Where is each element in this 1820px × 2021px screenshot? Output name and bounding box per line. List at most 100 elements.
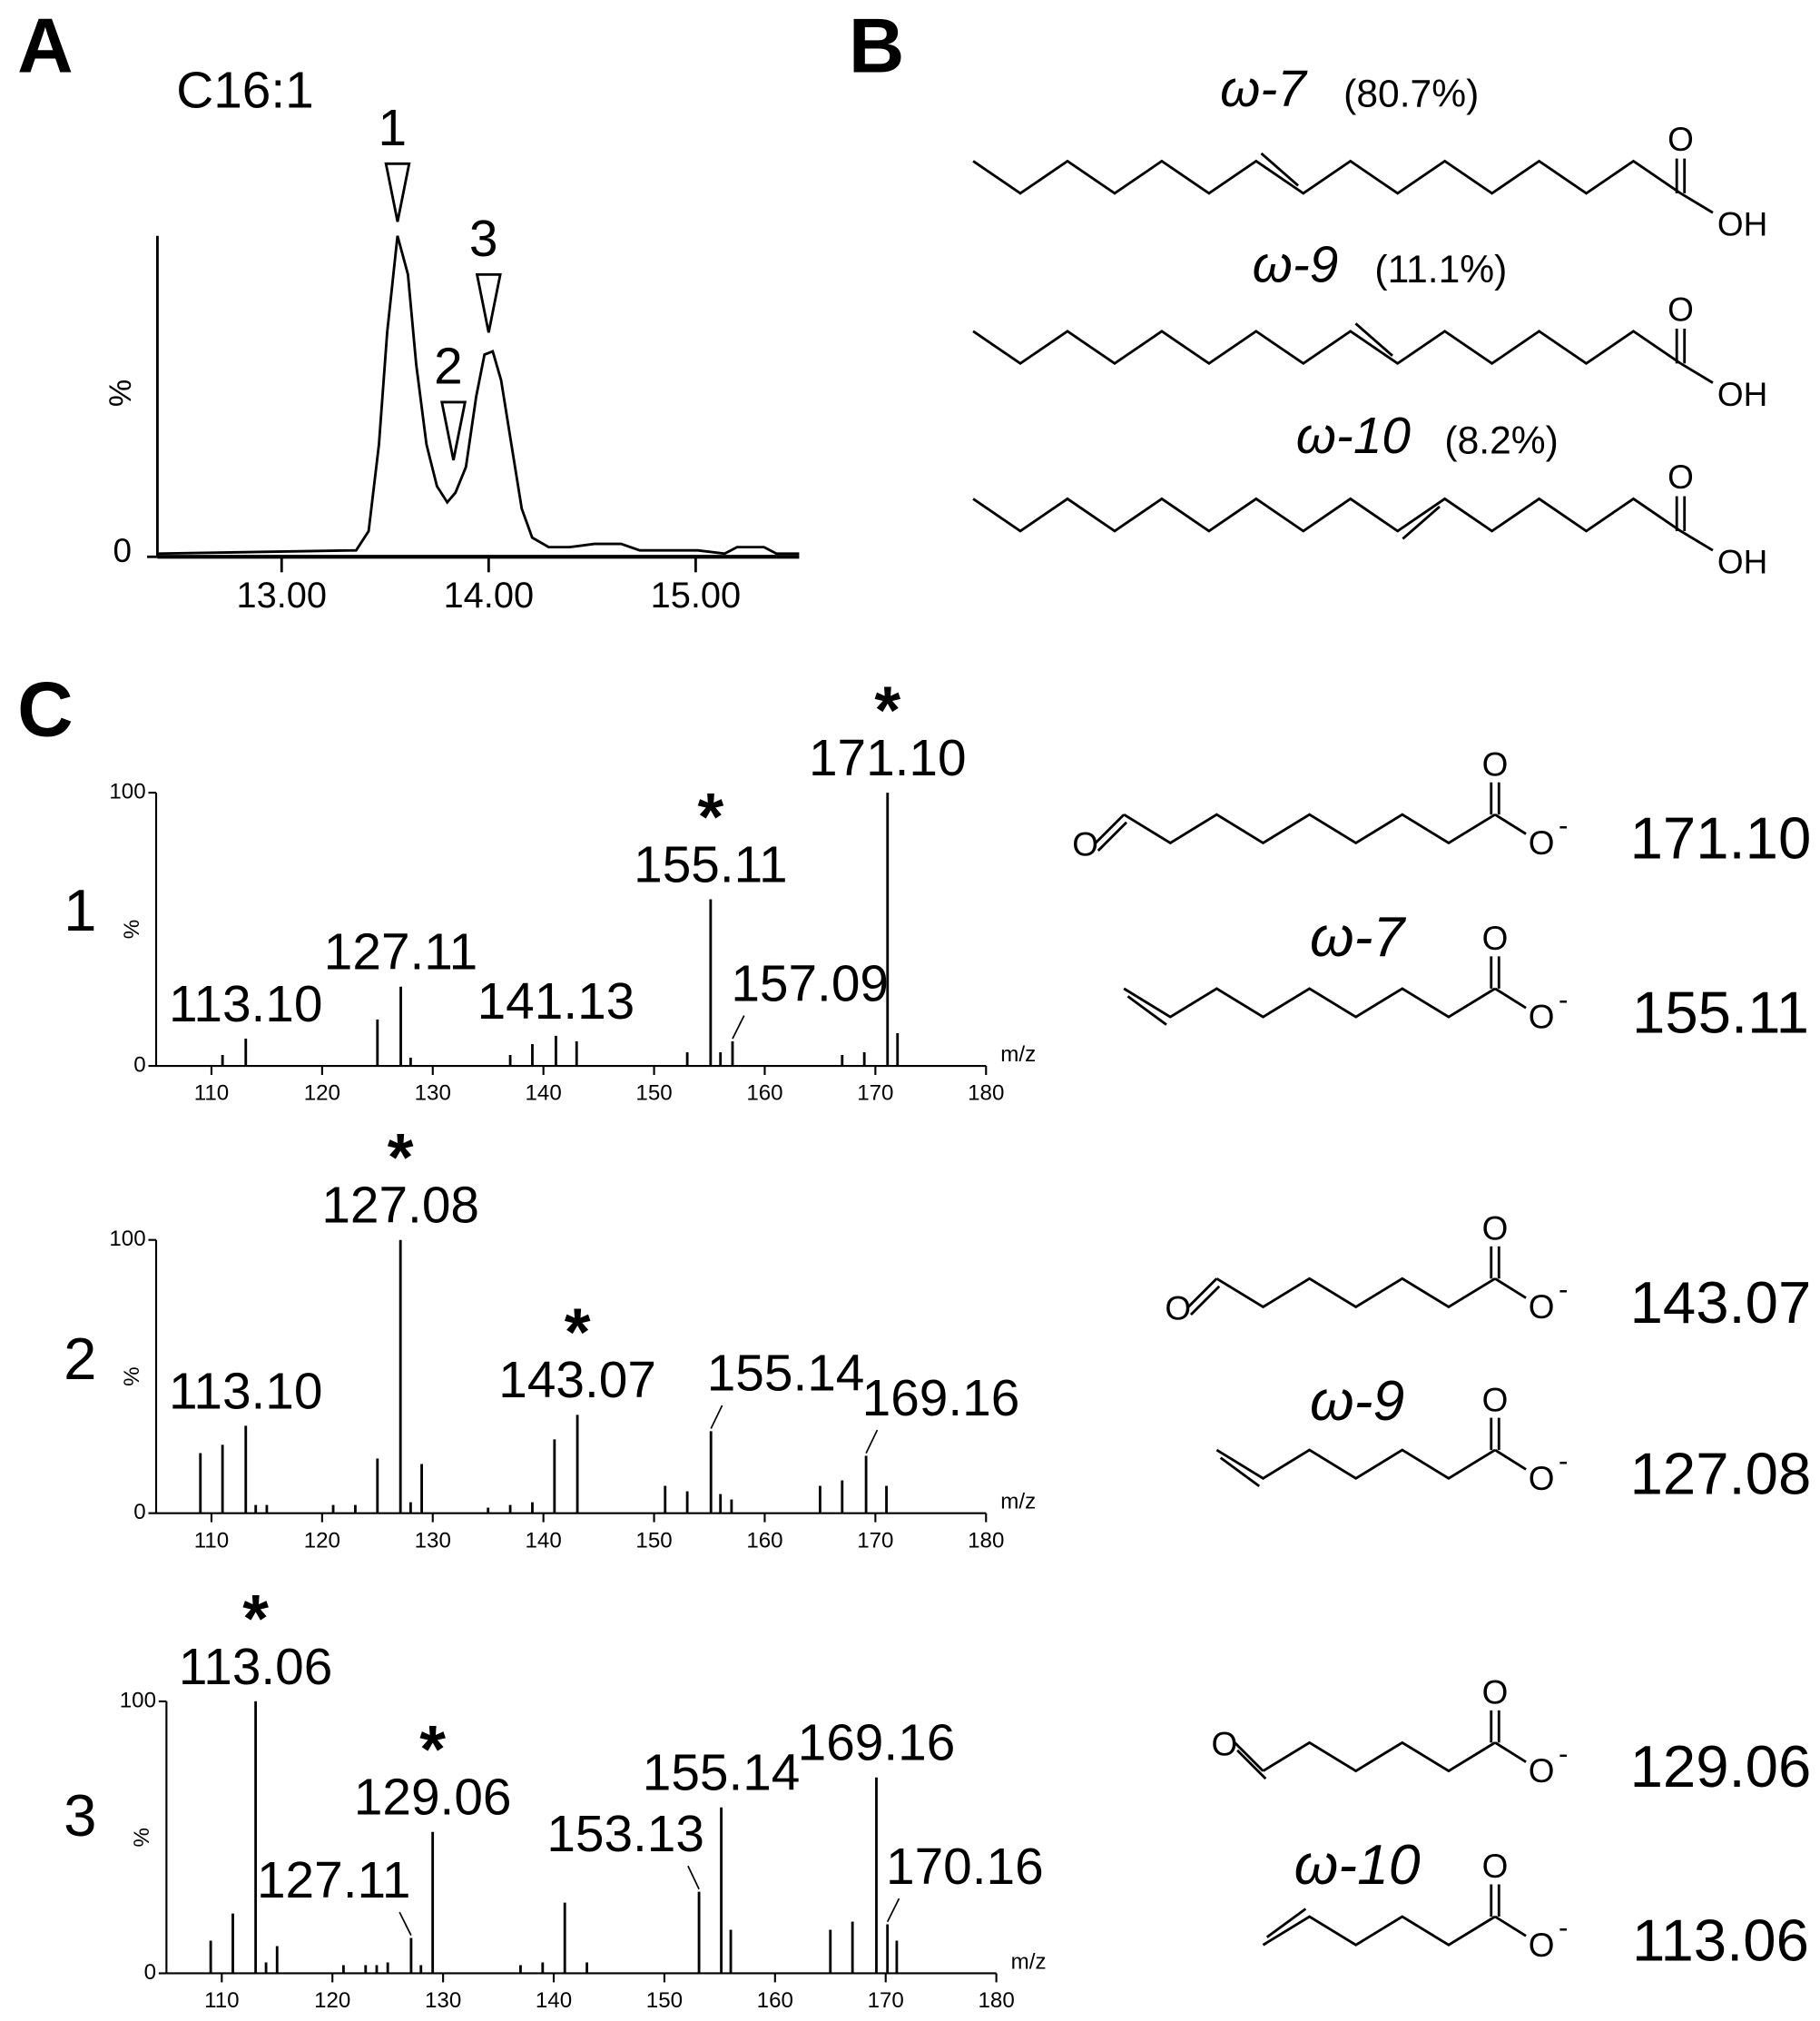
- x-tick-label: 120: [304, 1081, 340, 1106]
- double-bond: [1354, 322, 1393, 357]
- peak-label: 155.14: [643, 1745, 801, 1802]
- x-tick-label: 130: [415, 1081, 451, 1106]
- double-bond: [1126, 995, 1167, 1026]
- peak-label: 169.16: [798, 1715, 956, 1772]
- x-tick-label: 110: [204, 1988, 239, 2013]
- carbon-chain: [1215, 1448, 1496, 1480]
- carbon-chain: [972, 497, 1682, 533]
- bond: [1494, 1448, 1527, 1471]
- peak-label: 127.11: [324, 924, 477, 981]
- double-bond: [1234, 1741, 1264, 1772]
- carbon-chain: [1123, 987, 1496, 1019]
- bond: [1679, 529, 1714, 552]
- peak-label: 3: [469, 211, 498, 268]
- isomer-share: (11.1%): [1374, 248, 1507, 291]
- x-tick-label: 160: [757, 1988, 793, 2013]
- atom-label: O: [1482, 1674, 1509, 1711]
- isomer-share: (80.7%): [1343, 73, 1479, 116]
- x-tick-label: 160: [746, 1081, 782, 1106]
- peak-label: 129.06: [354, 1770, 512, 1827]
- atom-label: O: [1529, 824, 1555, 862]
- ion-mass: 129.06: [1630, 1733, 1812, 1799]
- star: *: [697, 779, 723, 854]
- peak-label: 143.07: [498, 1352, 656, 1409]
- peak-label: 169.16: [862, 1370, 1020, 1427]
- atom-label: OH: [1717, 376, 1767, 413]
- spectrum-name: 1: [64, 877, 96, 943]
- x-tick-label: 170: [857, 1528, 893, 1553]
- peak-label: 155.11: [634, 836, 787, 893]
- x-tick-label: 15.00: [651, 576, 741, 616]
- x-axis-label: m/z: [1011, 1949, 1047, 1974]
- atom-label: O: [1668, 458, 1694, 496]
- x-tick-label: 120: [314, 1988, 350, 2013]
- isomer-share: (8.2%): [1444, 419, 1558, 463]
- charge: -: [1559, 1274, 1568, 1306]
- peak-label: 2: [434, 338, 463, 395]
- y-axis-label: %: [120, 1366, 144, 1385]
- x-tick-label: 170: [857, 1081, 893, 1106]
- ion-mass: 127.08: [1630, 1441, 1812, 1507]
- atom-label: O: [1072, 825, 1098, 863]
- charge: -: [1559, 1445, 1568, 1477]
- x-tick-label: 170: [868, 1988, 904, 2013]
- chart-title: C16:1: [176, 63, 313, 120]
- star: *: [874, 672, 900, 747]
- bond: [1494, 987, 1527, 1010]
- peak-label: 1: [379, 100, 408, 157]
- peak-label: 153.13: [546, 1806, 704, 1863]
- x-axis-label: m/z: [1000, 1490, 1036, 1514]
- carbon-chain: [1262, 1740, 1496, 1773]
- isomer-name: ω-7: [1310, 905, 1406, 969]
- bond: [1679, 362, 1714, 384]
- isomer-name: ω-7: [1220, 61, 1308, 118]
- peak-marker: [384, 162, 411, 222]
- atom-label: O: [1165, 1290, 1191, 1327]
- peak-marker: [475, 272, 502, 333]
- star: *: [565, 1295, 591, 1370]
- peak-label: 170.16: [886, 1839, 1044, 1896]
- double-bond: [1097, 821, 1128, 852]
- isomer-name: ω-10: [1294, 1833, 1421, 1897]
- ion-mass: 143.07: [1630, 1269, 1812, 1336]
- charge: -: [1559, 1738, 1568, 1770]
- atom-label: O: [1482, 1381, 1509, 1418]
- x-tick-label: 14.00: [444, 576, 534, 616]
- double-bond: [1265, 1908, 1307, 1938]
- isomer-name: ω-10: [1296, 408, 1412, 465]
- atom-label: OH: [1717, 206, 1767, 243]
- x-tick-label: 130: [415, 1528, 451, 1553]
- atom-label: O: [1529, 1460, 1555, 1497]
- x-tick-label: 140: [526, 1528, 562, 1553]
- carbon-chain: [1262, 1915, 1496, 1947]
- x-axis-label: m/z: [1000, 1042, 1036, 1067]
- charge: -: [1559, 1911, 1568, 1943]
- peak-label: 113.10: [169, 976, 322, 1033]
- double-bond: [1236, 1749, 1267, 1780]
- x-tick-label: 120: [304, 1528, 340, 1553]
- peak-marker: [440, 400, 467, 461]
- atom-label: O: [1482, 1848, 1509, 1885]
- charge: -: [1559, 810, 1568, 842]
- y-tick-label: 0: [133, 1052, 145, 1077]
- atom-label: O: [1529, 1927, 1555, 1964]
- spectrum-name: 3: [64, 1782, 96, 1848]
- atom-label: OH: [1717, 544, 1767, 581]
- double-bond: [1189, 1285, 1221, 1316]
- x-tick-label: 150: [635, 1081, 672, 1106]
- isomer-name: ω-9: [1310, 1369, 1404, 1433]
- star: *: [388, 1119, 414, 1195]
- trace: [157, 235, 800, 556]
- peak-label: 113.06: [179, 1639, 332, 1696]
- atom-label: O: [1529, 1752, 1555, 1789]
- carbon-chain: [972, 159, 1682, 195]
- star: *: [419, 1711, 446, 1787]
- atom-label: O: [1529, 1288, 1555, 1326]
- double-bond: [1094, 813, 1126, 844]
- carbon-chain: [1215, 1277, 1496, 1309]
- panel-label: B: [849, 3, 905, 89]
- isomer-name: ω-9: [1253, 236, 1339, 293]
- peak-label: 157.09: [731, 955, 889, 1012]
- y-axis-label: %: [120, 920, 144, 939]
